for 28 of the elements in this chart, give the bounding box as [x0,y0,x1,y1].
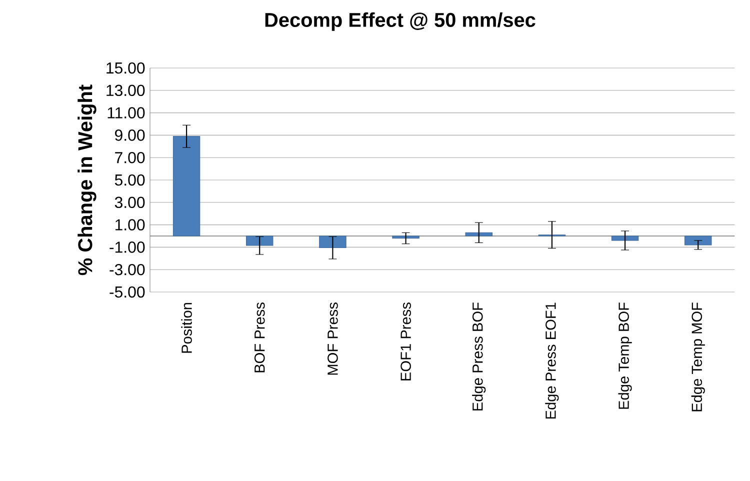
bar [465,232,492,236]
y-tick-label: 13.00 [106,84,145,96]
y-tick-label: 15.00 [106,62,145,74]
bar [611,236,639,241]
x-tick-label: Edge Temp BOF [618,302,632,409]
bar [319,236,346,248]
y-tick-label: 1.00 [115,219,145,230]
y-tick-label: 3.00 [114,196,145,208]
y-tick-label: 9.00 [115,130,145,141]
bar [172,136,200,236]
y-tick-label: -3.00 [110,264,145,276]
y-tick-label: -1.00 [110,242,145,253]
chart-title: Decomp Effect @ 50 mm/sec [265,12,536,31]
bar [246,236,274,246]
x-tick-label: Position [181,302,192,353]
y-tick-label: 11.00 [108,107,145,118]
y-tick-label: 7.00 [115,152,145,164]
bar [684,236,712,246]
y-tick-label: 5.00 [114,174,145,186]
x-tick-label: Edge Temp MOF [691,302,705,412]
y-tick-label: -5.00 [110,286,145,298]
x-tick-label: MOF Press [328,302,338,375]
x-tick-label: BOF Press [254,302,265,372]
x-tick-label: EOF1 Press [400,302,411,380]
y-axis-title: % Change in Weight [78,84,96,276]
bar [392,236,420,239]
x-tick-label: Edge Press EOF1 [545,302,559,419]
x-tick-label: Edge Press BOF [472,302,486,410]
